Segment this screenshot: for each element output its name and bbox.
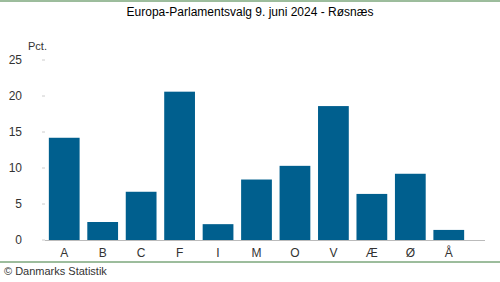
x-tick-label: C <box>137 246 146 260</box>
chart-container: Europa-Parlamentsvalg 9. juni 2024 - Røs… <box>0 0 500 282</box>
bar <box>241 180 272 240</box>
x-tick-label: F <box>176 246 183 260</box>
y-tick <box>42 60 45 61</box>
x-tick-label: V <box>329 246 337 260</box>
bar <box>318 106 349 240</box>
bar <box>164 92 195 240</box>
bar <box>203 224 234 240</box>
x-tick-label: B <box>99 246 107 260</box>
y-tick-label: 20 <box>9 89 23 103</box>
bar <box>356 194 387 240</box>
source: © Danmarks Statistik <box>4 265 107 277</box>
chart-svg: Europa-Parlamentsvalg 9. juni 2024 - Røs… <box>0 0 500 282</box>
x-tick-label: I <box>216 246 219 260</box>
x-tick-label: M <box>252 246 262 260</box>
bottom-rule <box>0 262 500 263</box>
title: Europa-Parlamentsvalg 9. juni 2024 - Røs… <box>127 5 374 19</box>
bar <box>395 174 426 240</box>
x-tick-label: O <box>290 246 299 260</box>
bar <box>280 166 311 240</box>
bar <box>87 222 118 240</box>
y-tick <box>42 204 45 205</box>
x-tick-label: A <box>60 246 68 260</box>
x-tick-label: Ø <box>406 246 415 260</box>
x-tick-label: Æ <box>366 246 378 260</box>
y-tick-label: 10 <box>9 161 23 175</box>
y-tick-label: 5 <box>15 197 22 211</box>
y-tick-label: 0 <box>15 233 22 247</box>
bars <box>49 92 464 240</box>
bar <box>49 138 80 240</box>
y-tick <box>42 168 45 169</box>
y-tick-label: 15 <box>9 125 23 139</box>
top-rule <box>0 1 500 2</box>
bar <box>433 230 464 240</box>
y-tick <box>42 132 45 133</box>
y-tick <box>42 240 45 241</box>
x-axis-line <box>45 240 485 241</box>
y-axis-label: Pct. <box>28 40 47 52</box>
y-tick <box>42 96 45 97</box>
y-tick-label: 25 <box>9 53 23 67</box>
bar <box>126 192 157 240</box>
x-tick-label: Å <box>445 245 453 260</box>
